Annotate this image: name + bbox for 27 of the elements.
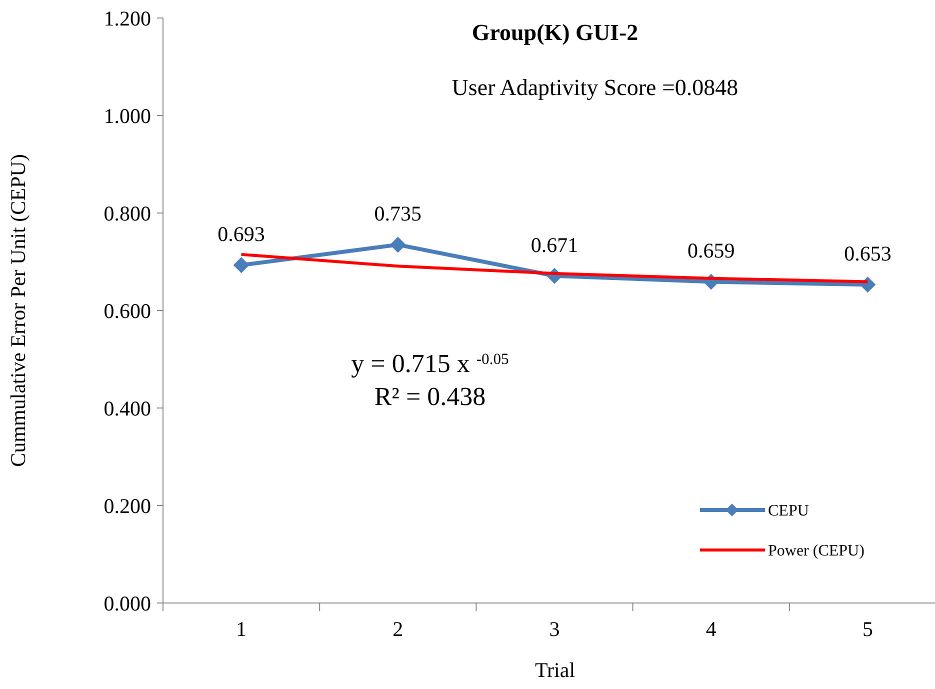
x-tick-label: 2 (392, 617, 404, 641)
x-tick-label: 1 (236, 617, 247, 641)
data-label: 0.735 (374, 202, 422, 226)
y-tick-label: 0.800 (104, 201, 151, 226)
annotation: R² = 0.438 (374, 382, 486, 411)
chart-title: Group(K) GUI-2 (472, 20, 638, 45)
point (390, 236, 406, 253)
data-label: 0.659 (687, 238, 735, 263)
y-tick-label: 0.200 (104, 494, 151, 518)
x-tick-label: 5 (862, 617, 873, 641)
annotation: User Adaptivity Score =0.0848 (452, 75, 738, 100)
y-tick-label: 0.600 (104, 298, 151, 323)
data-label: 0.653 (844, 242, 892, 266)
y-tick-label: 1.000 (104, 104, 151, 128)
y-tick-label: 0.000 (104, 591, 151, 616)
data-label: 0.693 (218, 222, 265, 246)
x-tick-label: 3 (549, 617, 560, 641)
legend-label: Power (CEPU) (768, 542, 864, 560)
x-tick-label: 4 (706, 617, 717, 641)
annotation: y = 0.715 x $^{-0.05}$ (351, 349, 510, 378)
y-tick-label: 1.200 (104, 6, 151, 30)
y-axis-title: Cummulative Error Per Unit (CEPU) (6, 154, 30, 467)
point (233, 257, 250, 274)
data-label: 0.671 (530, 232, 578, 257)
x-axis-title: Trial (534, 658, 576, 682)
legend-label: CEPU (768, 502, 810, 520)
y-tick-label: 0.400 (104, 396, 151, 420)
